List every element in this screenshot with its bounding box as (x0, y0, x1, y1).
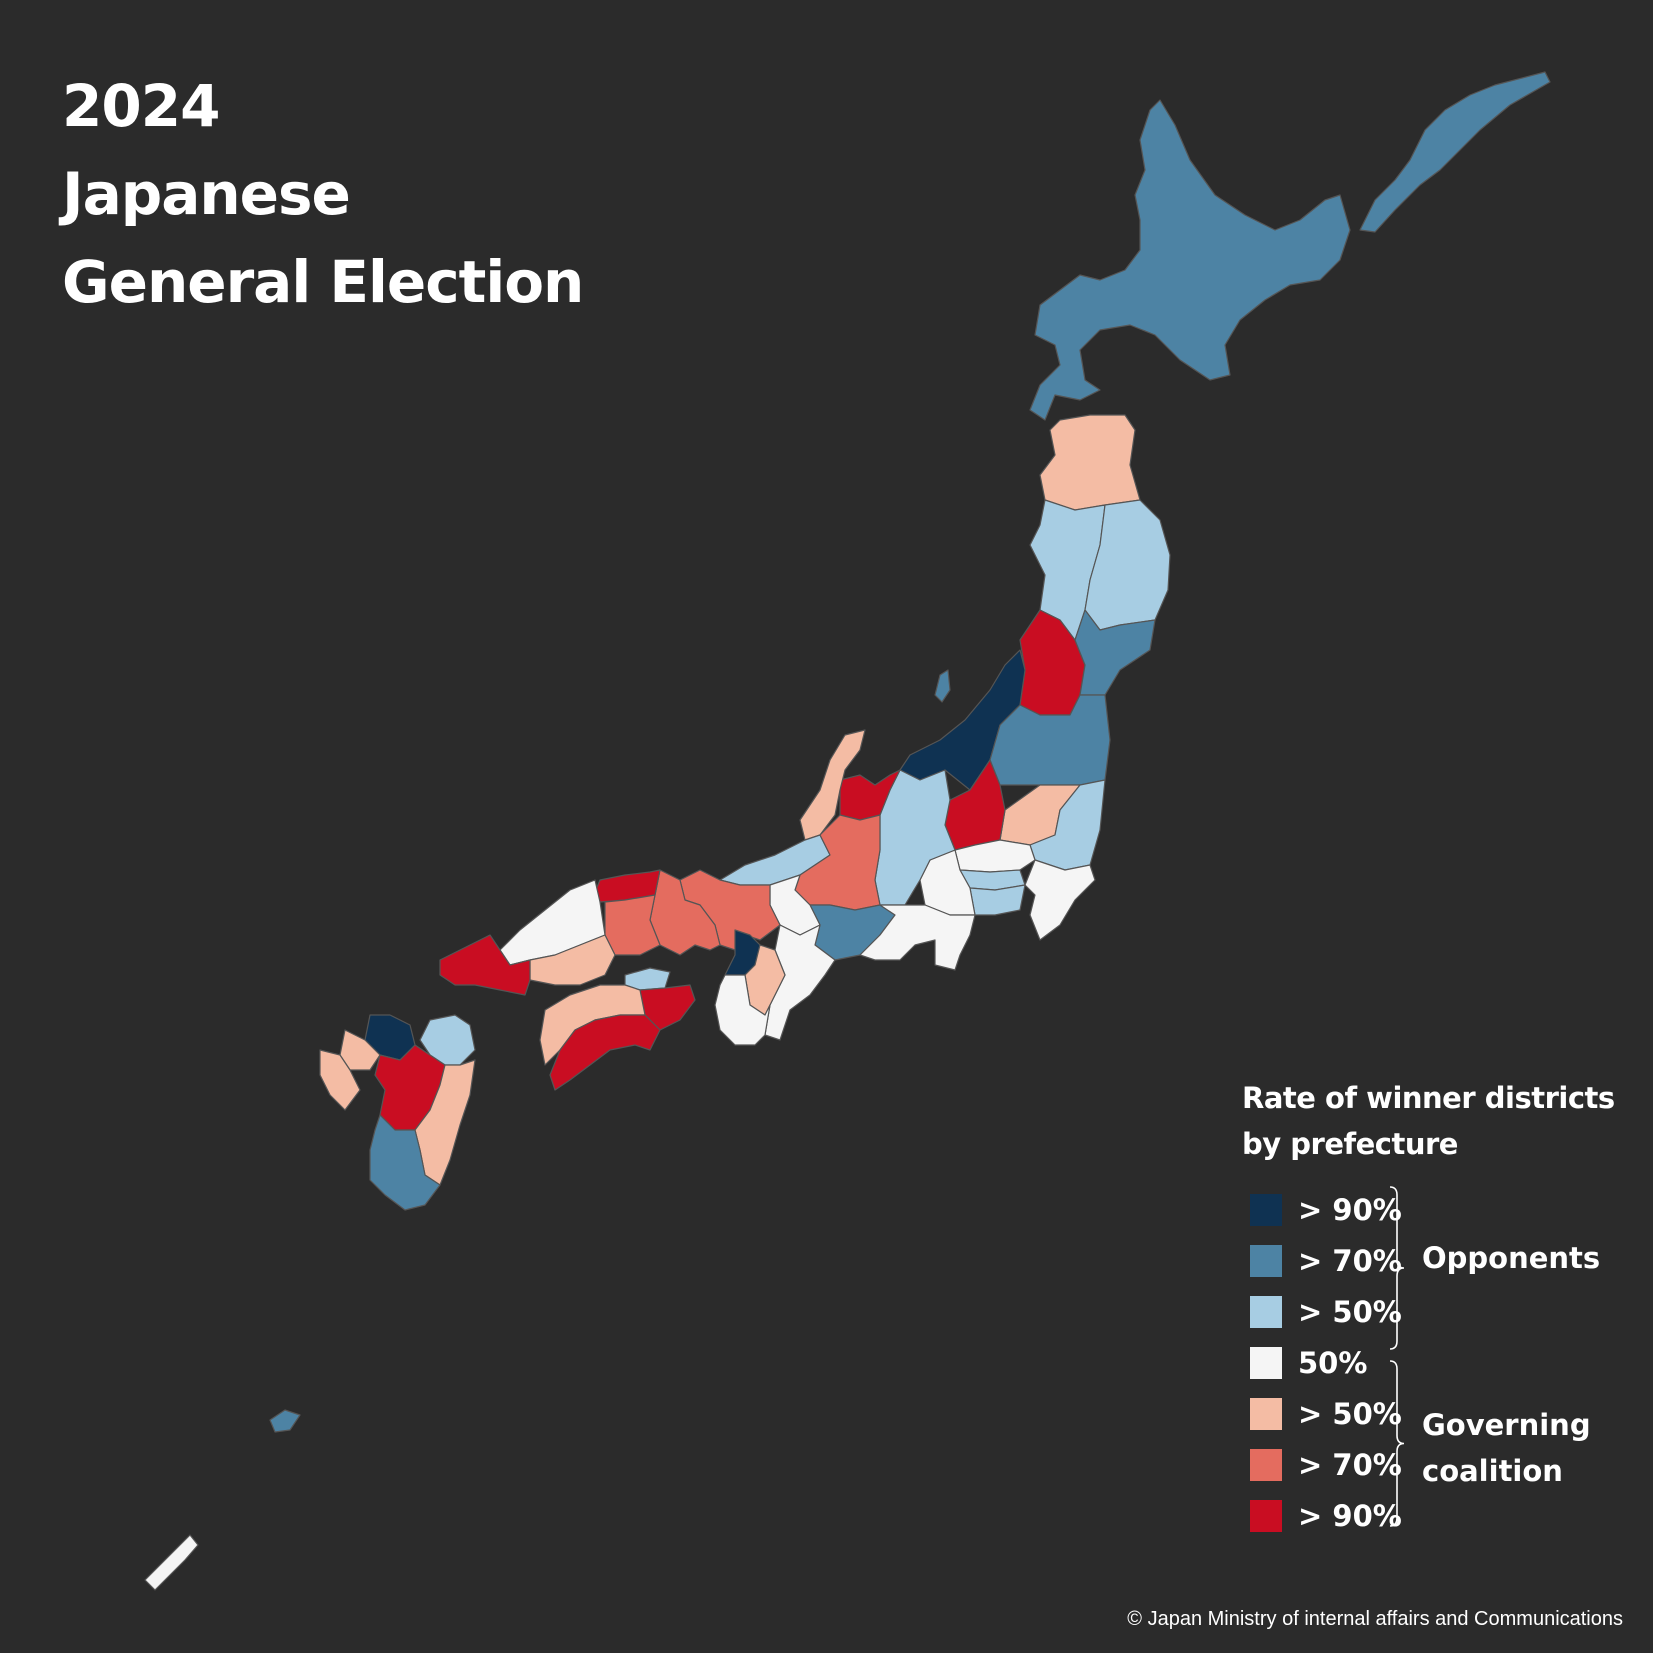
legend-title: Rate of winner districts by prefecture (1242, 1075, 1622, 1167)
prefecture-kagoshima-islands[interactable] (269, 1409, 301, 1433)
legend-label: > 50% (1298, 1397, 1402, 1431)
prefecture-okayama[interactable] (604, 894, 661, 956)
legend-swatch (1250, 1449, 1282, 1481)
bracket-opponents (1389, 1186, 1405, 1350)
bracket-governing (1389, 1360, 1405, 1527)
legend-label: 50% (1298, 1346, 1368, 1380)
legend-swatch (1250, 1398, 1282, 1430)
prefecture-nagasaki[interactable] (319, 1049, 361, 1111)
prefecture-aomori[interactable] (1039, 414, 1141, 511)
legend-item: > 50% (1250, 1295, 1402, 1329)
prefecture-okinawa[interactable] (144, 1534, 199, 1591)
prefecture-hokkaido[interactable] (1029, 99, 1351, 421)
legend-swatch (1250, 1347, 1282, 1379)
legend-label: > 50% (1298, 1295, 1402, 1329)
legend-item: > 70% (1250, 1244, 1402, 1278)
prefecture-hokkaido-islet[interactable] (934, 669, 951, 703)
legend-swatch (1250, 1245, 1282, 1277)
legend-item: > 70% (1250, 1448, 1402, 1482)
legend-swatch (1250, 1296, 1282, 1328)
title-year: 2024 (62, 72, 220, 140)
legend-swatch (1250, 1194, 1282, 1226)
legend-item: 50% (1250, 1346, 1400, 1380)
prefecture-ishikawa[interactable] (799, 729, 866, 841)
prefecture-hokkaido-kurile[interactable] (1359, 71, 1551, 233)
legend-item: > 90% (1250, 1499, 1402, 1533)
prefecture-miyagi[interactable] (1074, 609, 1156, 696)
legend-label: > 70% (1298, 1448, 1402, 1482)
legend-group-governing-line1: Governing (1422, 1408, 1591, 1442)
map-legend: Rate of winner districts by prefecture >… (1242, 1075, 1622, 1533)
legend-group-governing: Governing coalition (1422, 1402, 1591, 1494)
legend-label: > 90% (1298, 1499, 1402, 1533)
prefecture-shizuoka[interactable] (859, 904, 976, 971)
map-title: 2024 Japanese General Election (62, 62, 584, 326)
prefecture-kanagawa[interactable] (969, 884, 1026, 916)
prefecture-wakayama[interactable] (714, 974, 771, 1046)
legend-label: > 70% (1298, 1244, 1402, 1278)
legend-swatch (1250, 1500, 1282, 1532)
legend-title-line1: Rate of winner districts (1242, 1081, 1615, 1115)
title-event: General Election (62, 248, 584, 316)
legend-group-opponents: Opponents (1422, 1241, 1601, 1275)
prefecture-kagoshima[interactable] (369, 1114, 441, 1211)
prefecture-kochi[interactable] (549, 1014, 661, 1091)
legend-title-line2: by prefecture (1242, 1127, 1458, 1161)
legend-item: > 90% (1250, 1193, 1402, 1227)
prefecture-hiroshima[interactable] (529, 934, 616, 986)
legend-brackets (1389, 1186, 1405, 1527)
title-country: Japanese (62, 160, 351, 228)
prefecture-chiba[interactable] (1024, 859, 1096, 941)
legend-item: > 50% (1250, 1397, 1402, 1431)
legend-label: > 90% (1298, 1193, 1402, 1227)
legend-group-governing-line2: coalition (1422, 1454, 1563, 1488)
prefecture-yamaguchi[interactable] (439, 934, 531, 996)
copyright-notice: © Japan Ministry of internal affairs and… (1127, 1608, 1623, 1630)
